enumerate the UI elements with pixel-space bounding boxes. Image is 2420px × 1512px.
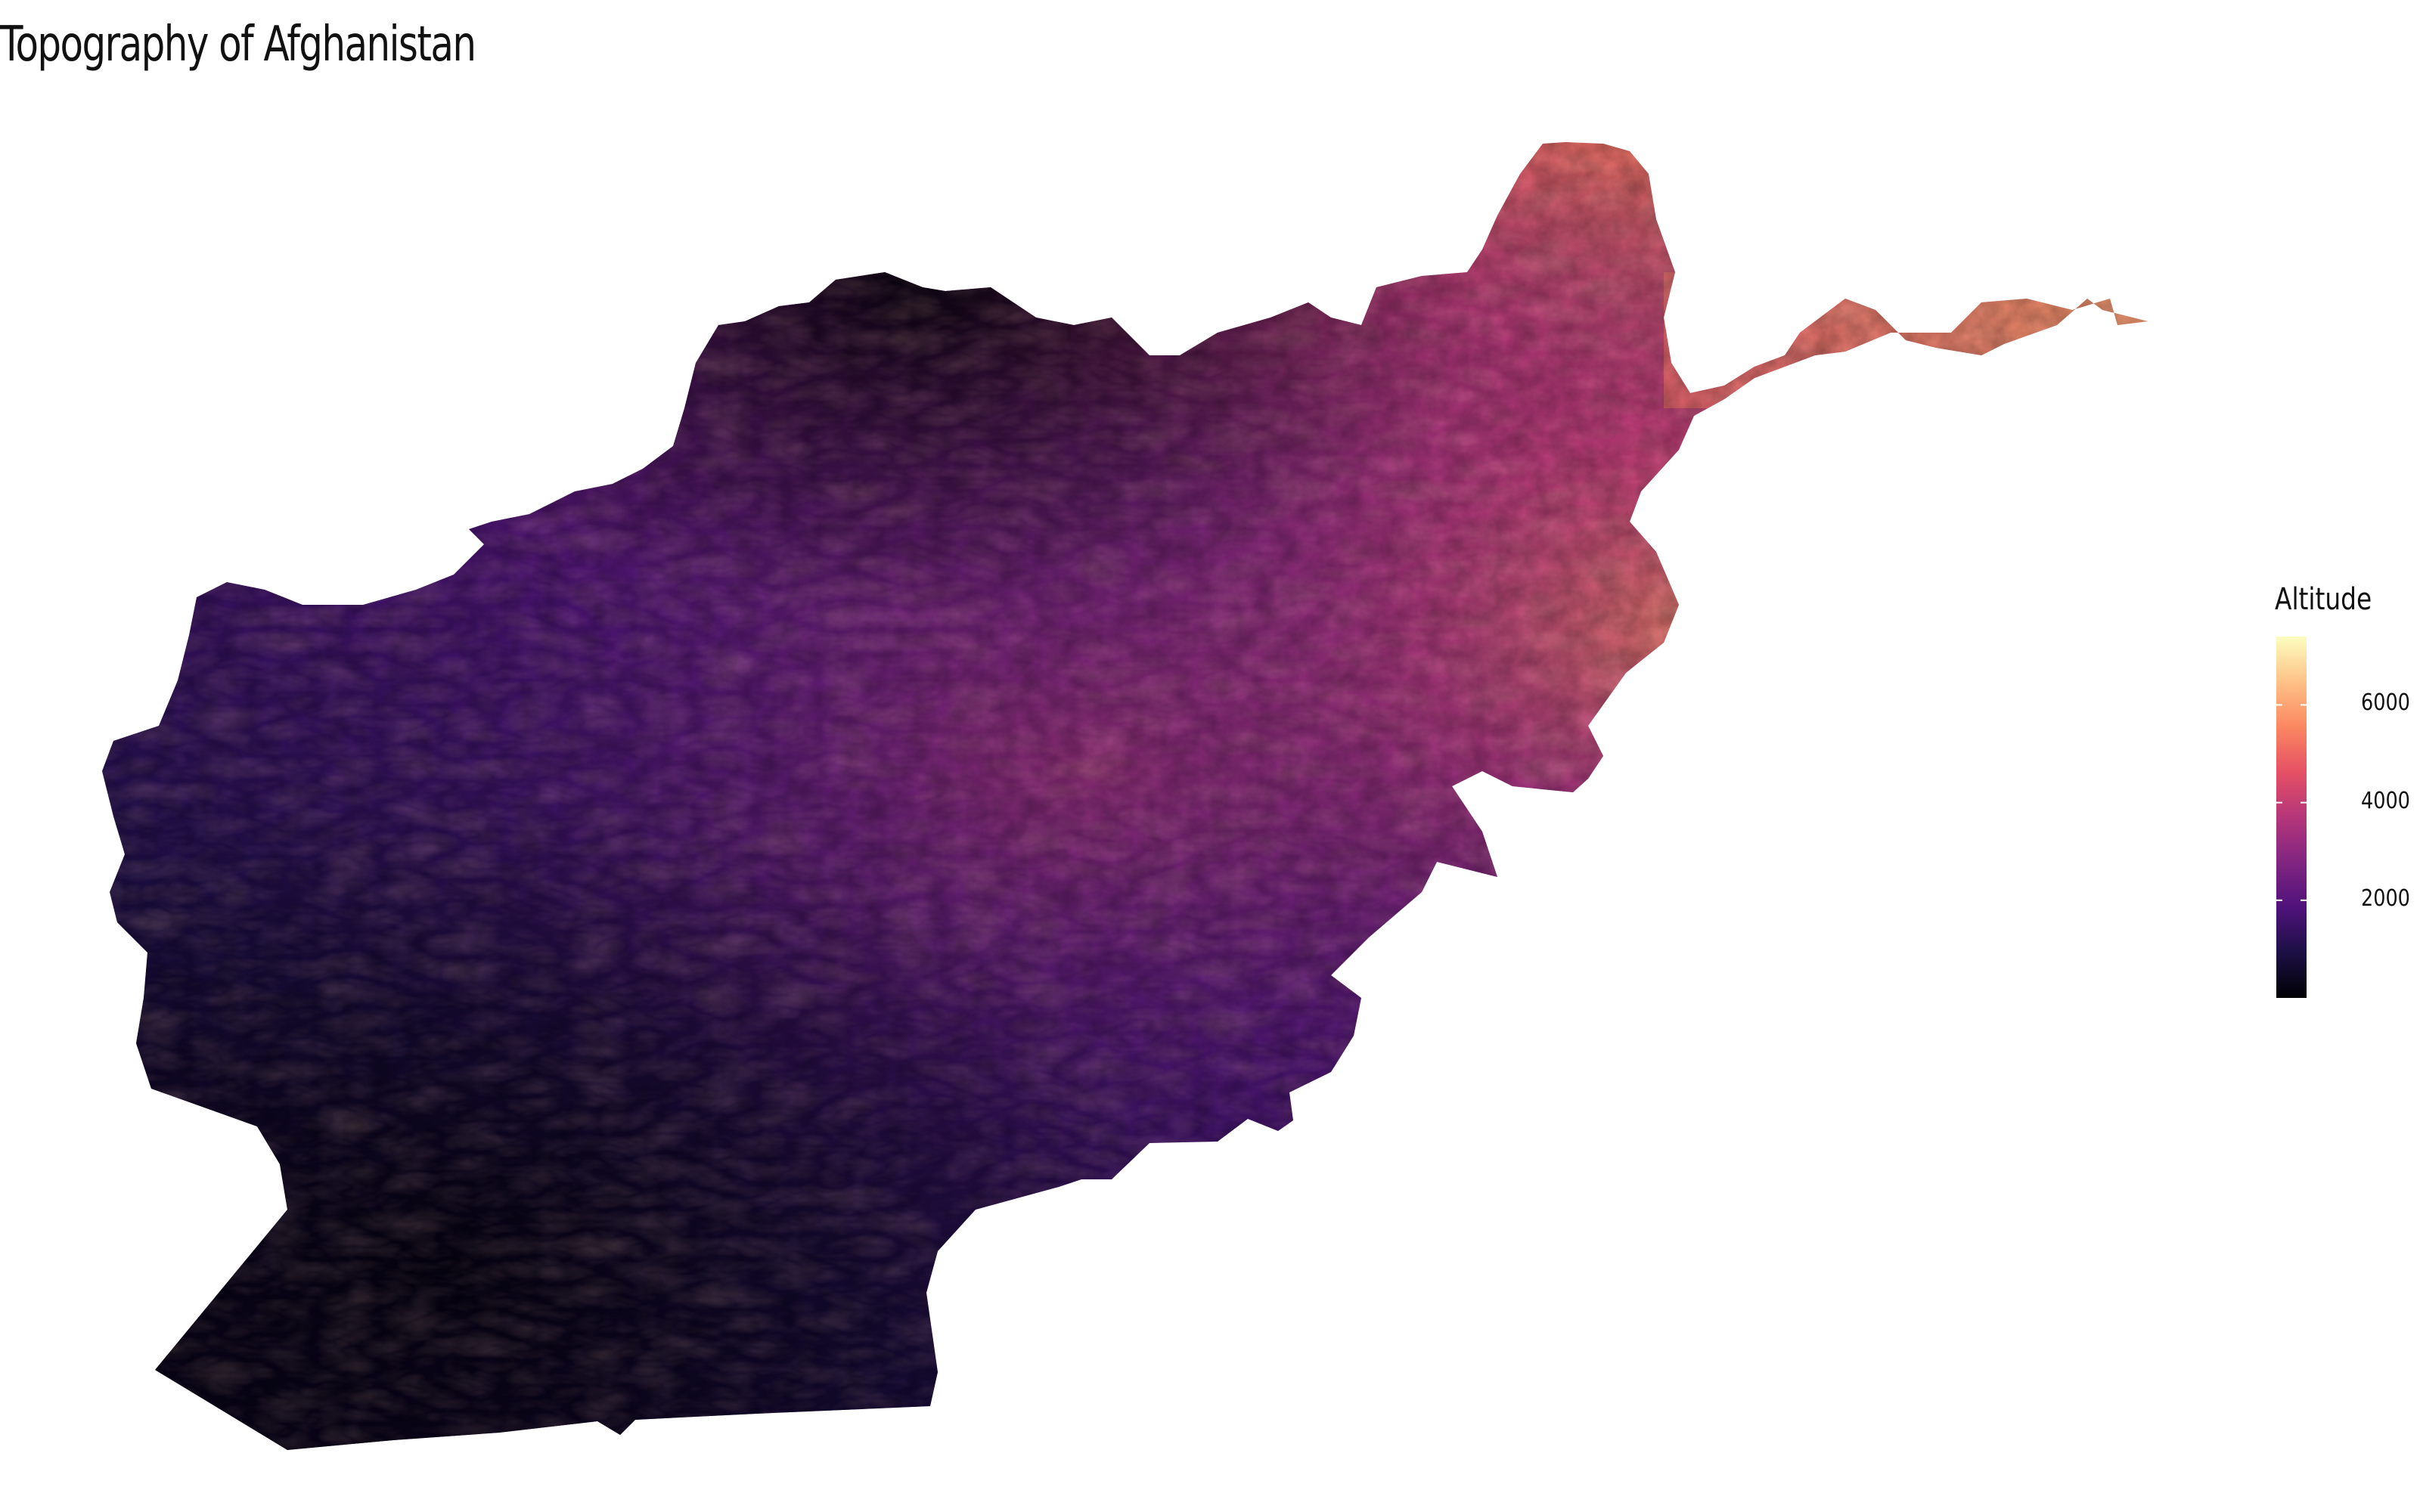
legend-tick-label: 6000 bbox=[2361, 689, 2410, 717]
legend-title: Altitude bbox=[2275, 582, 2372, 617]
legend-tick-label: 2000 bbox=[2361, 885, 2410, 912]
altitude-legend: Altitude 6000 4000 2000 bbox=[2275, 582, 2418, 1005]
map-title: Topography of Afghanistan bbox=[0, 17, 476, 73]
country-fill bbox=[102, 142, 2148, 1450]
legend-tick-label: 4000 bbox=[2361, 787, 2410, 814]
legend-tick-marks bbox=[2276, 704, 2307, 901]
legend-colorbar bbox=[2276, 637, 2307, 998]
